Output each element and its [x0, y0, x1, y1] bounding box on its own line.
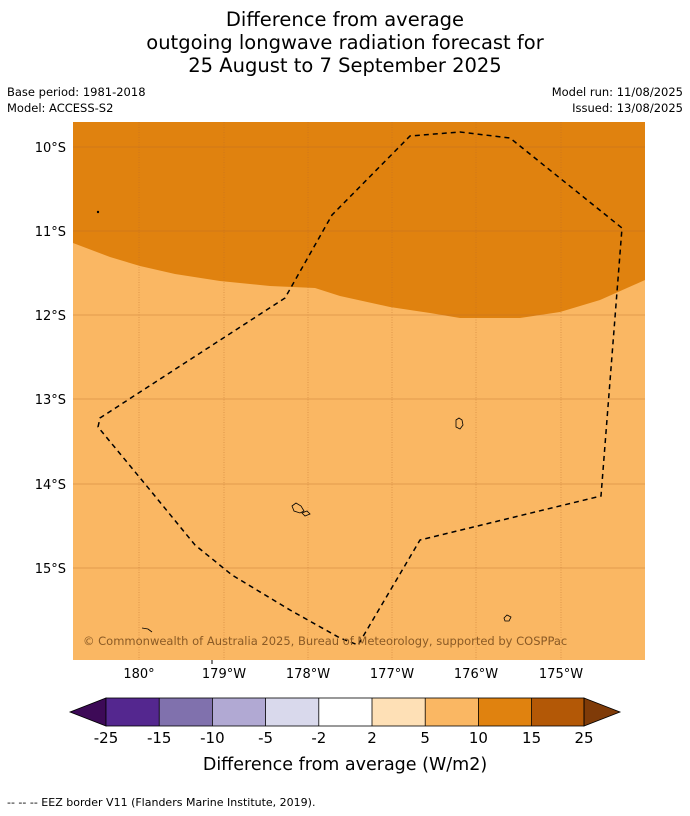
- colorbar-tick: 2: [367, 729, 377, 747]
- lat-label-11s: 11°S: [35, 225, 66, 240]
- colorbar-label: Difference from average (W/m2): [203, 755, 487, 775]
- copyright-notice: © Commonwealth of Australia 2025, Bureau…: [83, 634, 567, 648]
- model-run: Model run: 11/08/2025: [551, 85, 683, 99]
- colorbar-tick: 5: [420, 729, 430, 747]
- issued-date: Issued: 13/08/2025: [572, 101, 683, 115]
- colorbar-frame: [105, 697, 585, 727]
- model-name: Model: ACCESS-S2: [7, 101, 114, 115]
- colorbar-tick: 10: [469, 729, 488, 747]
- colorbar-tick: -10: [200, 729, 225, 747]
- colorbar-swatch: [318, 698, 372, 726]
- colorbar-swatch: [531, 698, 584, 726]
- lon-label-178w: 178°W: [286, 667, 330, 682]
- lon-label-175w: 175°W: [539, 667, 583, 682]
- meta-right: Model run: 11/08/2025 Issued: 13/08/2025: [552, 84, 683, 116]
- colorbar-swatch: [372, 698, 426, 726]
- colorbar-tick: 25: [574, 729, 593, 747]
- colorbar-extend-low: [68, 697, 107, 727]
- island-outline: [301, 510, 311, 517]
- colorbar-tick: -15: [147, 729, 172, 747]
- lon-label-176w: 176°W: [454, 667, 498, 682]
- colorbar-swatch: [265, 698, 319, 726]
- title-line-1: Difference from average: [225, 8, 465, 31]
- lat-labels: 10°S 11°S 12°S 13°S 14°S 15°S: [35, 141, 66, 577]
- lat-label-14s: 14°S: [35, 478, 66, 493]
- chart-title: Difference from average outgoing longwav…: [0, 8, 690, 77]
- map-panel: © Commonwealth of Australia 2025, Bureau…: [73, 122, 645, 660]
- island-outline: [291, 502, 305, 514]
- colorbar-swatch: [425, 698, 479, 726]
- title-line-2: outgoing longwave radiation forecast for: [146, 31, 544, 54]
- eez-border: [97, 131, 623, 646]
- base-period: Base period: 1981-2018: [7, 85, 146, 99]
- colorbar-swatch: [212, 698, 266, 726]
- colorbar-tick-labels: -25 -15 -10 -5 -2 2 5 10 15 25: [94, 729, 594, 747]
- colorbar-tick: -5: [258, 729, 273, 747]
- colorbar-tick: 15: [522, 729, 541, 747]
- lat-label-10s: 10°S: [35, 141, 66, 156]
- lat-label-15s: 15°S: [35, 562, 66, 577]
- lat-label-13s: 13°S: [35, 393, 66, 408]
- island-dot: [96, 210, 100, 214]
- meta-left: Base period: 1981-2018 Model: ACCESS-S2: [7, 84, 146, 116]
- lat-label-12s: 12°S: [35, 309, 66, 324]
- lon-label-179w: 179°W: [202, 667, 246, 682]
- colorbar-tick: -2: [311, 729, 326, 747]
- colorbar-swatch: [159, 698, 213, 726]
- island-outline: [503, 614, 512, 622]
- colorbar: -25 -15 -10 -5 -2 2 5 10 15 25 Differenc…: [68, 697, 622, 775]
- colorbar-swatch: [106, 698, 160, 726]
- lon-labels: 180° 179°W 178°W 177°W 176°W 175°W: [123, 667, 583, 682]
- island-outline: [141, 627, 153, 633]
- colorbar-extend-high: [583, 697, 622, 727]
- lon-label-177w: 177°W: [370, 667, 414, 682]
- eez-footnote: -- -- -- EEZ border V11 (Flanders Marine…: [7, 796, 316, 809]
- lon-label-180: 180°: [123, 667, 154, 682]
- anomaly-region-10-15: [73, 122, 645, 318]
- islands: [96, 210, 512, 633]
- colorbar-swatch: [478, 698, 532, 726]
- island-outline: [455, 417, 464, 430]
- title-line-3: 25 August to 7 September 2025: [188, 54, 502, 77]
- gridlines: [73, 122, 645, 660]
- colorbar-tick: -25: [94, 729, 119, 747]
- colorbar-dividers: [158, 698, 532, 726]
